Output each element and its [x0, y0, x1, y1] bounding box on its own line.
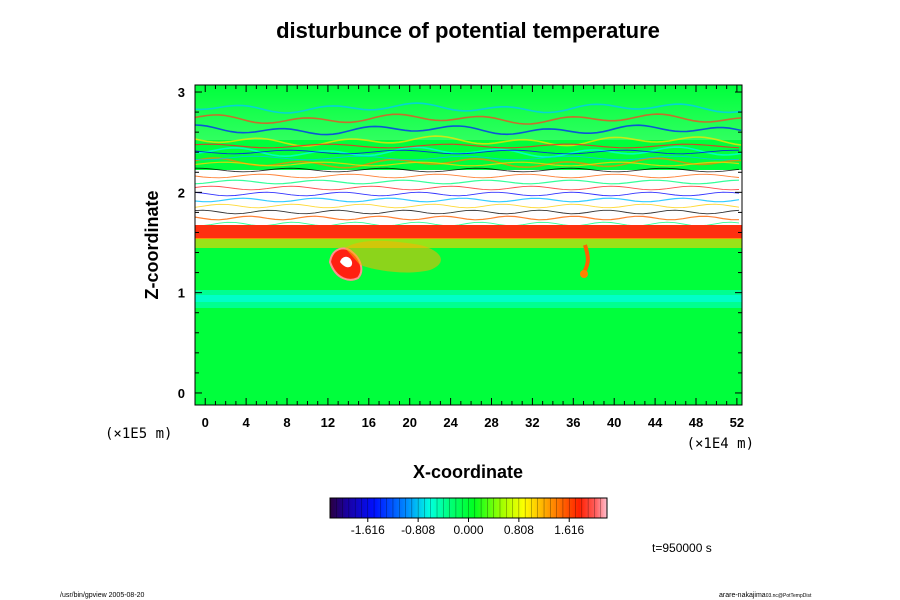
- y-scale-label: (×1E5 m): [105, 426, 172, 442]
- wave-line: [195, 135, 742, 147]
- band-stripe: [195, 185, 740, 191]
- colorbar-tick-label: -1.616: [351, 523, 385, 537]
- band-stripe: [195, 203, 740, 209]
- colorbar-ticks: -1.616 -0.808 0.000 0.808 1.616: [351, 518, 585, 537]
- thin-plume-head: [580, 270, 588, 278]
- x-tick-label: 48: [689, 415, 703, 430]
- x-scale-label: (×1E4 m): [687, 436, 754, 452]
- cool-core: [195, 295, 742, 302]
- plot-frame: [194, 84, 743, 406]
- band-stripe: [195, 161, 740, 167]
- heatmap-field: [195, 85, 742, 405]
- band-stripe: [195, 149, 740, 155]
- wave-line: [195, 124, 742, 136]
- band-stripe: [195, 173, 740, 179]
- y-axis-label: Z-coordinate: [142, 190, 162, 299]
- colorbar-tick-label: 0.000: [453, 523, 483, 537]
- warm-fringe: [195, 238, 742, 248]
- x-tick-label: 32: [525, 415, 539, 430]
- chart-title: disturbunce of potential temperature: [276, 18, 660, 43]
- wave-pattern: [195, 102, 742, 169]
- band-stripe: [195, 197, 740, 203]
- time-label: t=950000 s: [652, 541, 712, 555]
- x-tick-label: 12: [321, 415, 335, 430]
- x-tick-label: 20: [402, 415, 416, 430]
- band-stripe: [195, 209, 740, 215]
- x-tick-label: 52: [730, 415, 744, 430]
- plume-halo: [345, 240, 441, 273]
- x-tick-label: 24: [443, 415, 458, 430]
- band-stripe: [195, 179, 740, 185]
- white-band: [195, 170, 742, 225]
- footer-right-sub: 03.nc@PotTempDist: [766, 593, 812, 599]
- footer-left: /usr/bin/gpview 2005-08-20: [60, 592, 145, 599]
- x-tick-label: 36: [566, 415, 580, 430]
- x-tick-label: 4: [243, 415, 251, 430]
- y-tick-label: 0: [178, 386, 185, 401]
- footer-right: arare-nakajima03.nc@PotTempDist: [719, 592, 812, 599]
- y-tick-label: 1: [178, 286, 185, 301]
- colorbar-tick-label: 0.808: [504, 523, 534, 537]
- band-stripe: [195, 143, 740, 149]
- band-stripe: [195, 191, 740, 197]
- band-stripes: [195, 143, 740, 227]
- wave-line: [195, 102, 742, 114]
- band-stripe: [195, 221, 740, 227]
- x-axis-label: X-coordinate: [413, 462, 523, 482]
- colorbar-tick-label: -0.808: [401, 523, 435, 537]
- band-stripe: [195, 215, 740, 221]
- warm-layer: [195, 225, 742, 239]
- x-tick-label: 16: [362, 415, 376, 430]
- band-stripe: [195, 167, 740, 173]
- x-tick-label: 40: [607, 415, 621, 430]
- y-tick-label: 2: [178, 185, 185, 200]
- thin-plume: [582, 244, 590, 274]
- x-tick-label: 44: [648, 415, 663, 430]
- band-stripe: [195, 155, 740, 161]
- colorbar-divisions: [336, 498, 601, 518]
- colorbar-tick-label: 1.616: [554, 523, 584, 537]
- x-axis: 0 4 8 12 16 20 24 28 32 36 40 44 48 52: [202, 85, 744, 430]
- y-tick-label: 3: [178, 85, 185, 100]
- y-axis: 0 1 2 3: [178, 85, 742, 401]
- footer-right-main: arare-nakajima: [719, 592, 766, 599]
- x-tick-label: 8: [283, 415, 290, 430]
- x-tick-label: 28: [484, 415, 498, 430]
- plume-core: [340, 256, 353, 268]
- wave-line: [195, 113, 742, 125]
- wave-line: [195, 157, 742, 169]
- x-tick-label: 0: [202, 415, 209, 430]
